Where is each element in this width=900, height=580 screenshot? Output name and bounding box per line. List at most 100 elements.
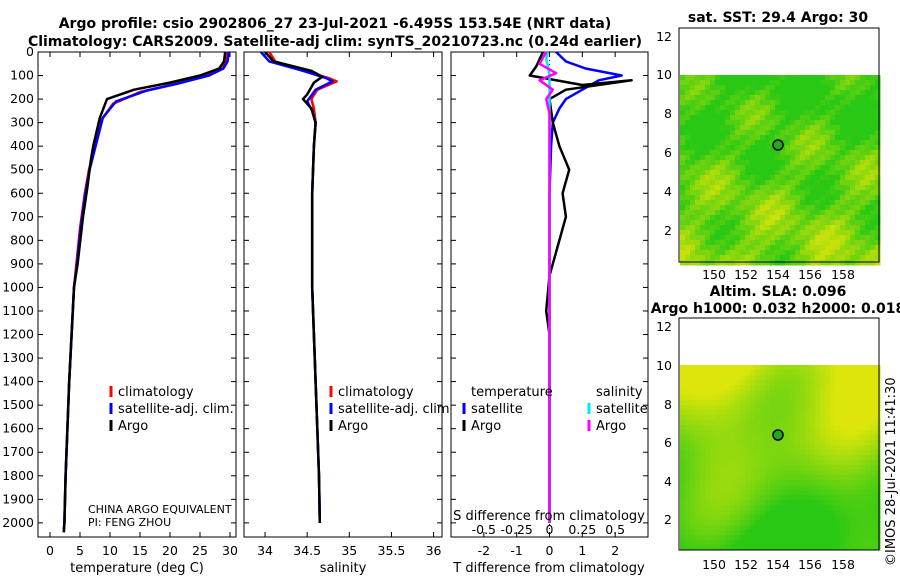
map-cell [810,235,816,241]
map-cell [855,495,861,501]
map-cell [865,165,871,171]
map-cell [685,470,691,476]
map-cell [755,540,761,546]
map-cell [730,415,736,421]
map-cell [830,210,836,216]
map-cell [855,435,861,441]
map-cell [860,540,866,546]
map-cell [790,260,796,266]
map-cell [705,510,711,516]
map-cell [715,120,721,126]
map-cell [700,545,706,551]
map-cell [860,405,866,411]
map-cell [835,520,841,526]
map-cell [695,190,701,196]
map-cell [870,515,876,521]
map-cell [740,260,746,266]
map-cell [840,390,846,396]
map-cell [785,80,791,86]
map-cell [765,455,771,461]
map-cell [730,260,736,266]
map-cell [875,165,881,171]
map-cell [700,160,706,166]
map-cell [760,225,766,231]
xtick-label: 2 [611,543,619,558]
map-cell [705,445,711,451]
map-cell [700,210,706,216]
map-cell [790,520,796,526]
map-cell [780,260,786,266]
map-cell [725,490,731,496]
map-cell [865,240,871,246]
map-cell [725,375,731,381]
map-cell [725,180,731,186]
map-cell [840,170,846,176]
map-cell [750,525,756,531]
map-cell [740,440,746,446]
map-cell [785,130,791,136]
depth-tick-label: 700 [10,209,34,224]
map-cell [765,90,771,96]
map-cell [790,465,796,471]
map-cell [715,165,721,171]
map-cell [860,220,866,226]
map-cell [715,230,721,236]
map-cell [810,230,816,236]
map-cell [715,370,721,376]
salinity-ticks: 34 34.5 35 35.5 36 [244,51,442,558]
map-cell [860,375,866,381]
map-cell [690,75,696,81]
map-cell [685,435,691,441]
map-cell [730,450,736,456]
map-cell [770,395,776,401]
map-cell [690,395,696,401]
map-cell [755,390,761,396]
map-cell [725,230,731,236]
map-cell [830,525,836,531]
map-cell [840,380,846,386]
map-cell [755,195,761,201]
depth-tick-label: 1100 [2,303,34,318]
map-cell [735,400,741,406]
map-cell [730,225,736,231]
map-cell [855,225,861,231]
map-cell [700,465,706,471]
map-cell [690,80,696,86]
map-cell [705,80,711,86]
map-cell [705,260,711,266]
map-cell [710,425,716,431]
map-cell [760,75,766,81]
map-cell [725,530,731,536]
map-cell [850,80,856,86]
map-cell [855,165,861,171]
map-cell [760,500,766,506]
map-cell [855,120,861,126]
map-cell [840,400,846,406]
map-cell [850,215,856,221]
map-cell [865,205,871,211]
map-cell [745,255,751,261]
map-cell [845,405,851,411]
map-cell [800,260,806,266]
map-cell [845,95,851,101]
map-cell [720,530,726,536]
depth-tick-label: 1800 [2,468,34,483]
map-cell [870,435,876,441]
map-cell [685,510,691,516]
map-cell [810,495,816,501]
map-cell [820,125,826,131]
map-cell [740,525,746,531]
map-cell [680,510,686,516]
map-cell [820,475,826,481]
map-cell [825,170,831,176]
map-cell [765,485,771,491]
xtick-label: 10 [102,543,118,558]
map-cell [685,130,691,136]
map-cell [820,395,826,401]
map-cell [785,225,791,231]
map-cell [870,75,876,81]
map-cell [795,110,801,116]
map-cell [865,110,871,116]
map-cell [685,475,691,481]
map-cell [715,430,721,436]
